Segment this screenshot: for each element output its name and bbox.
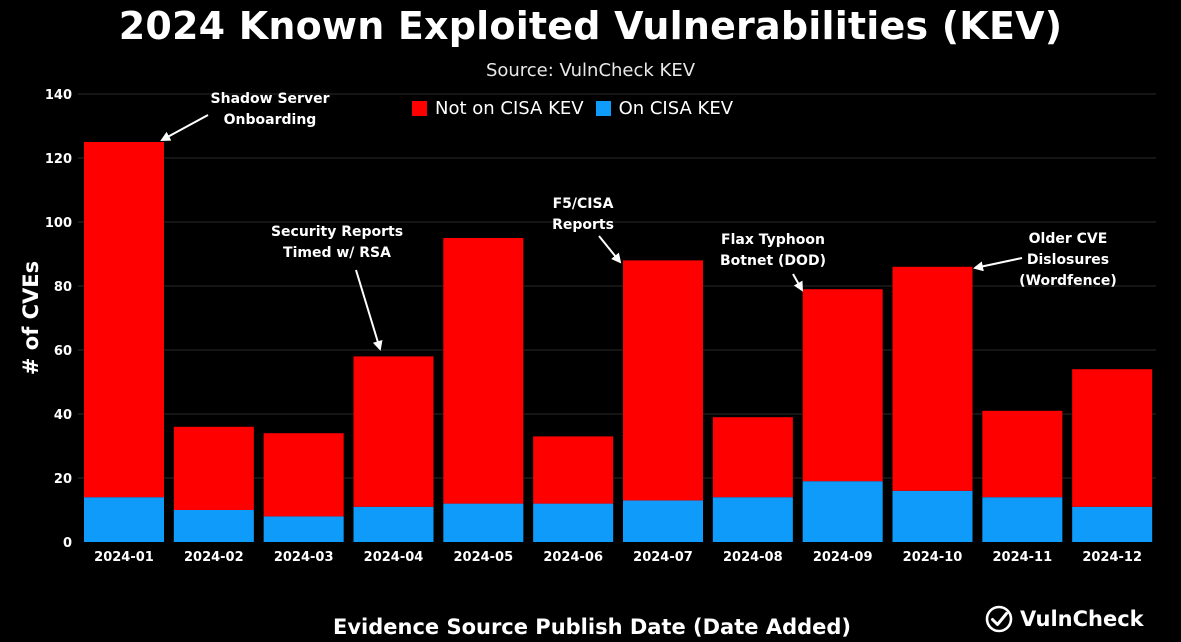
y-tick-label: 20 (54, 472, 72, 487)
bar-not-on-kev (443, 238, 524, 504)
bar-not-on-kev (712, 417, 793, 498)
annotation-text: Shadow Server (211, 91, 330, 107)
gridlines (78, 93, 1156, 479)
legend-label-on-kev: On CISA KEV (618, 97, 734, 119)
annotation-arrow (973, 257, 1023, 272)
bar-not-on-kev (84, 142, 164, 498)
x-tick-label: 2024-11 (992, 550, 1052, 565)
x-tick-label: 2024-08 (723, 550, 783, 565)
bar-on-kev (173, 510, 254, 542)
annotation-arrow (598, 235, 622, 264)
x-tick-label: 2024-10 (903, 550, 963, 565)
annotation-text: Dislosures (1027, 252, 1109, 268)
y-tick-label: 80 (54, 280, 72, 295)
bar-not-on-kev (892, 266, 973, 491)
x-tick-label: 2024-09 (813, 550, 873, 565)
legend-label-not-on-kev: Not on CISA KEV (435, 97, 584, 119)
chart-title: 2024 Known Exploited Vulnerabilities (KE… (118, 4, 1063, 48)
brand-logo: VulnCheck (984, 604, 1144, 634)
annotation-arrow (355, 269, 383, 351)
bar-not-on-kev (173, 426, 254, 510)
bar-on-kev (84, 497, 164, 542)
legend-item-on-kev: On CISA KEV (595, 97, 734, 119)
annotation-arrow (160, 114, 209, 141)
bar-not-on-kev (802, 289, 883, 482)
chart-subtitle: Source: VulnCheck KEV (485, 60, 696, 81)
y-tick-label: 140 (45, 88, 72, 103)
chart-legend: Not on CISA KEV On CISA KEV (412, 96, 745, 120)
bar-not-on-kev (982, 410, 1063, 498)
y-tick-label: 40 (54, 408, 72, 423)
bar-not-on-kev (263, 433, 344, 517)
x-axis-label: Evidence Source Publish Date (Date Added… (333, 615, 851, 639)
bar-on-kev (443, 503, 524, 542)
legend-swatch-on-kev (595, 100, 611, 116)
annotation-text: (Wordfence) (1019, 273, 1117, 289)
y-tick-label: 60 (54, 344, 72, 359)
x-tick-label: 2024-01 (94, 550, 154, 565)
bar-on-kev (1072, 506, 1153, 542)
bar-on-kev (982, 497, 1063, 542)
legend-item-not-on-kev: Not on CISA KEV (412, 98, 584, 119)
brand-name: VulnCheck (1020, 607, 1144, 631)
annotation-text: F5/CISA (553, 196, 614, 212)
check-circle-icon (985, 605, 1013, 633)
bar-on-kev (712, 497, 793, 542)
bar-not-on-kev (353, 356, 434, 507)
bar-not-on-kev (533, 436, 614, 504)
bar-on-kev (892, 490, 973, 542)
bar-on-kev (353, 506, 434, 542)
x-tick-label: 2024-03 (274, 550, 334, 565)
bar-on-kev (802, 481, 883, 542)
x-tick-label: 2024-06 (543, 550, 603, 565)
annotation-text: Security Reports (271, 224, 403, 240)
y-tick-label: 120 (45, 152, 72, 167)
annotation-text: Older CVE (1029, 231, 1108, 247)
annotation-text: Timed w/ RSA (283, 245, 391, 261)
y-tick-label: 0 (63, 536, 72, 551)
annotation-text: Flax Typhoon (721, 232, 825, 248)
annotation-text: Onboarding (224, 112, 317, 128)
bar-not-on-kev (623, 260, 703, 501)
annotation-text: Botnet (DOD) (720, 253, 826, 269)
legend-swatch-not-on-kev (412, 100, 427, 116)
x-tick-label: 2024-05 (453, 550, 513, 565)
y-tick-labels: 0 20 40 60 80 100 120 140 (45, 88, 72, 551)
bar-on-kev (623, 500, 703, 542)
bar-on-kev (263, 516, 344, 542)
bar-not-on-kev (1072, 369, 1153, 507)
annotations: Shadow Server Onboarding Security Reports T… (160, 91, 1117, 351)
x-tick-label: 2024-07 (633, 550, 693, 565)
x-tick-label: 2024-02 (184, 550, 244, 565)
bar-on-kev (533, 503, 614, 542)
bars (84, 142, 1153, 542)
y-tick-label: 100 (45, 216, 72, 231)
x-tick-label: 2024-04 (364, 550, 424, 565)
annotation-arrow (792, 273, 803, 292)
annotation-text: Reports (552, 217, 614, 233)
x-tick-labels: 2024-01 2024-02 2024-03 2024-04 2024-05 2024-… (94, 550, 1142, 565)
x-tick-label: 2024-12 (1082, 550, 1142, 565)
y-axis-label: # of CVEs (19, 261, 43, 375)
